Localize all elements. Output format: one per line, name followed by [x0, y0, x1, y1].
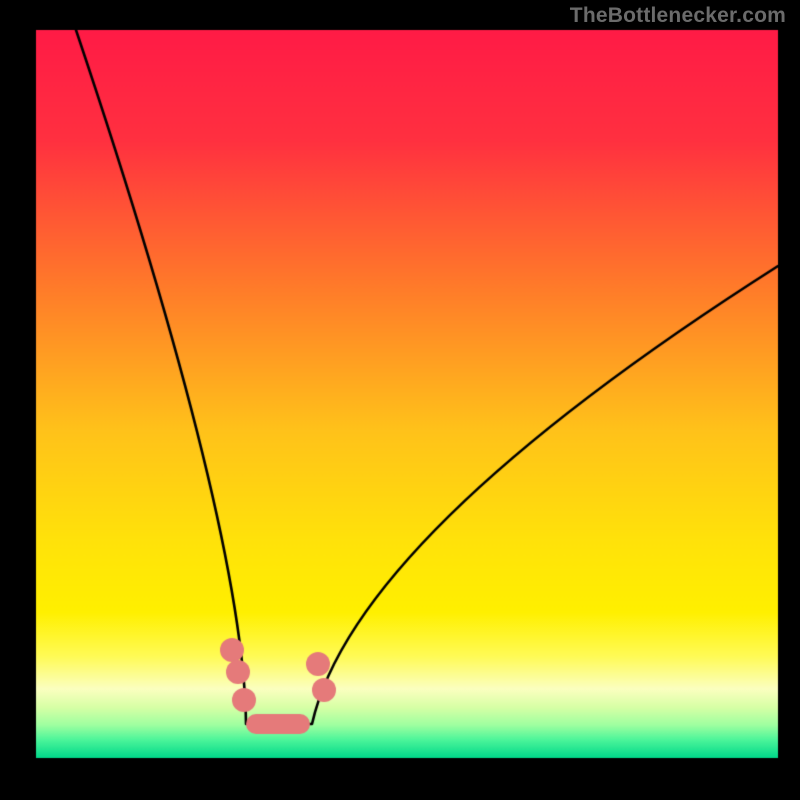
bottleneck-chart — [0, 0, 800, 800]
attribution-text: TheBottlenecker.com — [570, 4, 786, 28]
